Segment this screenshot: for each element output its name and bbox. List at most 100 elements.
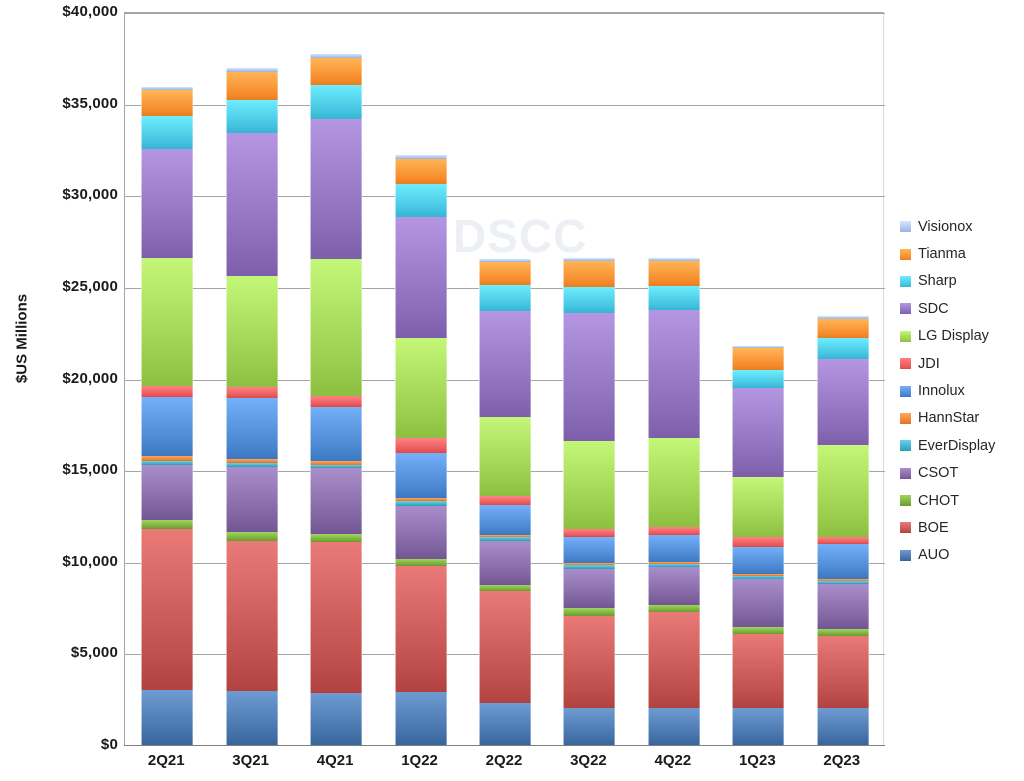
bar-segment-everdisplay[interactable] [225, 462, 278, 467]
bar-segment-jdi[interactable] [816, 537, 869, 545]
bar-segment-auo[interactable] [563, 708, 616, 746]
bar-segment-csot[interactable] [141, 465, 194, 521]
bar-segment-sharp[interactable] [647, 286, 700, 311]
bar-segment-visionox[interactable] [310, 53, 363, 58]
bar-segment-sharp[interactable] [225, 99, 278, 133]
bar-segment-everdisplay[interactable] [647, 564, 700, 568]
legend-item-hannstar[interactable]: HannStar [900, 405, 1024, 432]
bar-1Q22[interactable] [394, 13, 447, 746]
bar-2Q21[interactable] [141, 13, 194, 746]
bar-segment-sdc[interactable] [310, 118, 363, 259]
bar-segment-sharp[interactable] [394, 183, 447, 217]
bar-segment-innolux[interactable] [479, 504, 531, 535]
legend-item-lg-display[interactable]: LG Display [900, 323, 1024, 350]
bar-segment-csot[interactable] [394, 505, 447, 559]
bar-segment-hannstar[interactable] [816, 579, 869, 582]
bar-segment-innolux[interactable] [141, 397, 194, 457]
bar-segment-visionox[interactable] [647, 257, 700, 262]
bar-segment-everdisplay[interactable] [479, 536, 531, 541]
bar-segment-chot[interactable] [563, 608, 616, 617]
bar-segment-chot[interactable] [310, 533, 363, 543]
bar-segment-lg-display[interactable] [225, 275, 278, 387]
bar-segment-lg-display[interactable] [732, 476, 785, 538]
bar-segment-sdc[interactable] [394, 216, 447, 338]
bar-segment-jdi[interactable] [141, 386, 194, 398]
bar-segment-sdc[interactable] [732, 387, 785, 477]
bar-segment-chot[interactable] [225, 531, 278, 541]
bar-segment-boe[interactable] [394, 565, 447, 692]
bar-segment-innolux[interactable] [647, 535, 700, 563]
bar-4Q22[interactable] [647, 13, 700, 746]
bar-segment-jdi[interactable] [394, 437, 447, 453]
legend-item-auo[interactable]: AUO [900, 542, 1024, 569]
bar-segment-tianma[interactable] [394, 158, 447, 184]
bar-segment-sdc[interactable] [647, 310, 700, 439]
bar-segment-hannstar[interactable] [141, 456, 194, 462]
bar-segment-chot[interactable] [816, 629, 869, 637]
bar-2Q23[interactable] [816, 13, 869, 746]
bar-segment-boe[interactable] [647, 612, 700, 709]
bar-segment-auo[interactable] [141, 689, 194, 746]
bar-segment-boe[interactable] [732, 634, 785, 709]
bar-segment-innolux[interactable] [310, 406, 363, 462]
bar-segment-lg-display[interactable] [563, 440, 616, 529]
bar-segment-innolux[interactable] [732, 547, 785, 575]
bar-3Q21[interactable] [225, 13, 278, 746]
legend-item-csot[interactable]: CSOT [900, 460, 1024, 487]
bar-segment-everdisplay[interactable] [394, 500, 447, 506]
bar-segment-innolux[interactable] [225, 397, 278, 459]
bar-segment-innolux[interactable] [563, 536, 616, 563]
bar-segment-sdc[interactable] [141, 149, 194, 259]
bar-segment-jdi[interactable] [563, 528, 616, 537]
bar-segment-sdc[interactable] [816, 359, 869, 446]
bar-segment-visionox[interactable] [394, 155, 447, 159]
bar-segment-everdisplay[interactable] [310, 465, 363, 468]
bar-segment-boe[interactable] [225, 540, 278, 692]
bar-segment-jdi[interactable] [310, 395, 363, 407]
bar-segment-tianma[interactable] [816, 319, 869, 339]
bar-segment-sharp[interactable] [816, 338, 869, 360]
bar-segment-auo[interactable] [225, 691, 278, 746]
bar-segment-sdc[interactable] [563, 312, 616, 441]
bar-segment-sharp[interactable] [310, 84, 363, 119]
bar-segment-chot[interactable] [647, 605, 700, 613]
legend-item-innolux[interactable]: Innolux [900, 377, 1024, 404]
bar-segment-sharp[interactable] [563, 286, 616, 313]
bar-segment-tianma[interactable] [647, 261, 700, 287]
bar-segment-lg-display[interactable] [647, 438, 700, 528]
bar-segment-csot[interactable] [225, 466, 278, 532]
bar-segment-csot[interactable] [816, 584, 869, 630]
bar-segment-sharp[interactable] [141, 116, 194, 150]
bar-segment-lg-display[interactable] [310, 258, 363, 396]
bar-segment-everdisplay[interactable] [141, 461, 194, 466]
legend-item-boe[interactable]: BOE [900, 514, 1024, 541]
bar-segment-visionox[interactable] [732, 345, 785, 348]
bar-2Q22[interactable] [479, 13, 531, 746]
bar-segment-csot[interactable] [732, 579, 785, 628]
bar-segment-visionox[interactable] [225, 68, 278, 72]
bar-segment-csot[interactable] [647, 567, 700, 606]
bar-segment-lg-display[interactable] [479, 416, 531, 496]
bar-segment-sharp[interactable] [732, 369, 785, 388]
bar-segment-sharp[interactable] [479, 284, 531, 311]
legend-item-visionox[interactable]: Visionox [900, 213, 1024, 240]
bar-segment-sdc[interactable] [479, 310, 531, 417]
bar-segment-visionox[interactable] [479, 258, 531, 262]
bar-segment-everdisplay[interactable] [816, 581, 869, 584]
bar-segment-jdi[interactable] [732, 537, 785, 548]
bar-segment-chot[interactable] [394, 558, 447, 566]
bar-segment-jdi[interactable] [479, 495, 531, 505]
bar-segment-auo[interactable] [732, 708, 785, 746]
bar-segment-csot[interactable] [563, 568, 616, 608]
bar-segment-hannstar[interactable] [479, 534, 531, 537]
bar-segment-chot[interactable] [732, 627, 785, 635]
bar-segment-everdisplay[interactable] [732, 576, 785, 580]
bar-segment-csot[interactable] [310, 468, 363, 534]
bar-segment-tianma[interactable] [479, 261, 531, 285]
bar-4Q21[interactable] [310, 13, 363, 746]
bar-segment-sdc[interactable] [225, 132, 278, 276]
bar-segment-hannstar[interactable] [310, 461, 363, 466]
bar-segment-visionox[interactable] [141, 87, 194, 91]
bar-segment-tianma[interactable] [563, 260, 616, 287]
bar-segment-boe[interactable] [563, 616, 616, 709]
